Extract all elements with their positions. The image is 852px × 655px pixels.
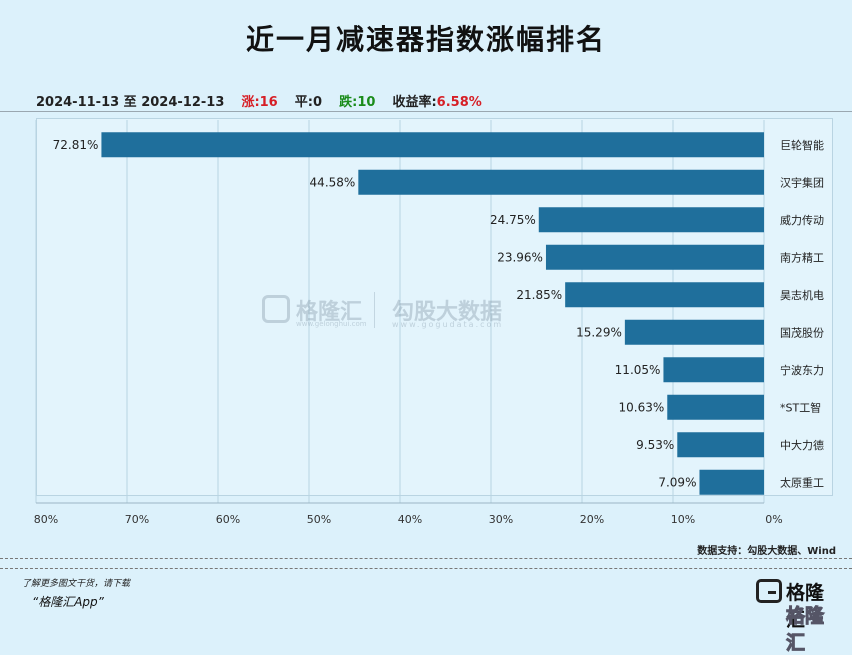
x-tick-label: 60% [216,513,240,526]
summary-return-value: 6.58% [436,95,482,110]
x-tick-label: 0% [765,513,782,526]
promo-text: 了解更多图文干货，请下载 [22,579,131,589]
bar [358,169,764,195]
brand-logo-name: 格隆汇 [786,582,825,631]
summary-flat-label: 平: [294,95,313,110]
data-label: 11.05% [615,363,661,377]
footer-divider-bottom [0,568,852,569]
promo-app-name: “格隆汇App” [32,595,104,609]
summary-divider [0,111,852,112]
brand-logo-icon [756,579,782,603]
category-label: 中大力德 [780,438,824,452]
bar [538,207,764,233]
data-label: 10.63% [619,400,665,414]
summary-return-label: 收益率: [392,95,437,110]
bar [545,244,764,270]
brand-logo-name-outline: 格隆汇 [786,605,825,655]
summary-down-count: 10 [357,95,376,110]
category-label: 太原重工 [780,475,824,489]
data-label: 23.96% [497,250,543,264]
bar [677,432,764,458]
category-label: 昊志机电 [780,288,824,302]
x-tick-label: 10% [671,513,695,526]
x-tick-label: 80% [34,513,58,526]
category-label: 威力传动 [780,214,824,227]
bar-chart: 80% 70% 60% 50% 40% 30% 20% 10% 0% 72.81% 巨轮智能 44.5… [34,120,824,526]
summary-period: 2024-11-13 至 2024-12-13 [36,95,225,110]
x-tick-label: 20% [580,513,604,526]
category-label: 汉宇集团 [780,175,824,189]
data-label: 21.85% [516,288,562,302]
data-label: 24.75% [490,213,536,227]
bar [624,319,764,345]
category-label: 国茂股份 [780,325,824,339]
data-source: 数据支持：勾股大数据、Wind [697,546,836,557]
bar [101,132,764,158]
summary-flat-count: 0 [313,95,323,110]
data-label: 44.58% [310,175,356,189]
summary-up-count: 16 [259,95,278,110]
bar [667,394,764,420]
data-label: 15.29% [576,325,622,339]
category-label: *ST工智 [780,400,821,414]
brand-logo: 格隆汇 格隆汇 [756,577,838,655]
summary-bar: 2024-11-13 至 2024-12-13 涨:16 平:0 跌:10 收益… [36,91,482,110]
summary-up-label: 涨: [241,95,260,110]
chart-title: 近一月减速器指数涨幅排名 [245,23,606,56]
data-label: 72.81% [53,138,99,152]
data-label: 9.53% [636,438,674,452]
bar [699,469,764,495]
summary-down-label: 跌: [339,95,358,110]
footer-divider-top [0,558,852,559]
x-tick-label: 30% [489,513,513,526]
x-tick-label: 40% [398,513,422,526]
x-tick-label: 70% [125,513,149,526]
category-label: 巨轮智能 [780,138,824,152]
category-label: 南方精工 [780,250,824,264]
x-tick-label: 50% [307,513,331,526]
data-label: 7.09% [658,475,696,489]
category-label: 宁波东力 [780,363,824,377]
bar [663,357,764,383]
bar [565,282,764,308]
